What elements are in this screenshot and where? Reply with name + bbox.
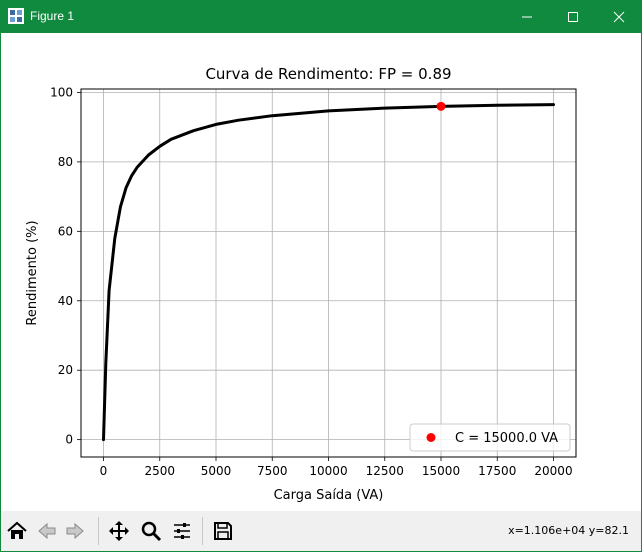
cursor-coordinates: x=1.106e+04 y=82.1 <box>508 524 629 537</box>
y-tick-label: 40 <box>58 294 73 308</box>
legend-box <box>409 423 571 452</box>
y-tick-label: 80 <box>58 155 73 169</box>
forward-arrow-icon <box>66 522 84 540</box>
toolbar-separator <box>98 517 99 545</box>
minimize-button[interactable] <box>504 0 550 33</box>
toolbar-separator <box>202 517 203 545</box>
pan-move-icon <box>109 521 129 541</box>
legend-marker <box>426 433 436 442</box>
window-title: Figure 1 <box>30 9 75 23</box>
x-tick-label: 7500 <box>257 464 288 478</box>
navigation-toolbar: x=1.106e+04 y=82.1 <box>1 511 641 551</box>
x-tick-label: 0 <box>100 464 108 478</box>
configure-subplots-icon <box>174 523 190 539</box>
forward-button[interactable] <box>61 516 89 546</box>
y-tick-label: 20 <box>58 363 73 377</box>
maximize-button[interactable] <box>550 0 596 33</box>
x-tick-label: 15000 <box>422 464 460 478</box>
efficiency-curve <box>102 103 555 442</box>
maximize-icon <box>568 11 578 22</box>
legend-label: C = 15000.0 VA <box>455 431 558 446</box>
zoom-magnifier-icon <box>141 521 162 542</box>
legend: C = 15000.0 VA <box>409 423 571 452</box>
x-axis-label: Carga Saída (VA) <box>274 488 384 503</box>
y-tick-label: 100 <box>50 85 73 99</box>
figure-canvas[interactable]: 0 2500 5000 7500 10000 12500 15000 17500 20000 0 2… <box>1 33 641 511</box>
pan-button[interactable] <box>105 516 133 546</box>
chart: 0 2500 5000 7500 10000 12500 15000 17500 20000 0 2… <box>25 65 577 503</box>
back-arrow-icon <box>38 522 56 540</box>
close-button[interactable] <box>596 0 642 33</box>
operating-point-marker <box>436 101 446 111</box>
save-floppy-icon <box>214 522 232 540</box>
configure-subplots-button[interactable] <box>168 516 196 546</box>
app-icon <box>8 8 24 24</box>
y-tick-label: 0 <box>65 433 73 447</box>
chart-title: Curva de Rendimento: FP = 0.89 <box>205 65 451 83</box>
x-tick-label: 12500 <box>366 464 404 478</box>
home-icon <box>7 521 27 539</box>
x-tick-label: 2500 <box>144 464 175 478</box>
back-button[interactable] <box>33 516 61 546</box>
x-tick-label: 20000 <box>534 464 572 478</box>
x-tick-label: 5000 <box>201 464 232 478</box>
y-axis-label: Rendimento (%) <box>25 220 40 325</box>
home-button[interactable] <box>3 516 31 546</box>
y-tick-label: 60 <box>58 224 73 238</box>
minimize-icon <box>522 16 532 17</box>
window-titlebar: Figure 1 <box>0 0 642 33</box>
close-icon <box>613 11 625 22</box>
window-border-left <box>0 33 1 552</box>
x-tick-label: 10000 <box>309 464 347 478</box>
zoom-button[interactable] <box>137 516 165 546</box>
save-button[interactable] <box>209 516 237 546</box>
x-tick-label: 17500 <box>478 464 516 478</box>
